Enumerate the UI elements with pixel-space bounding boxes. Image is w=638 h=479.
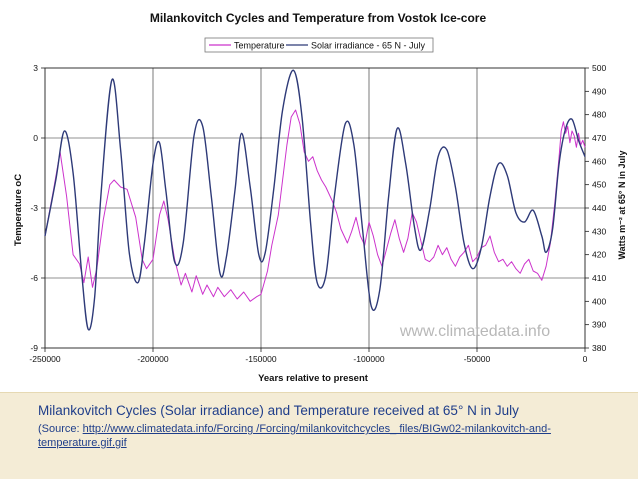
caption-source-prefix: (Source:: [38, 423, 83, 435]
y-right-tick-label: 450: [592, 180, 606, 190]
y-right-tick-label: 440: [592, 203, 606, 213]
legend-label-solar: Solar irradiance - 65 N - July: [311, 41, 426, 51]
y-right-tick-label: 490: [592, 86, 606, 96]
x-tick-label: -200000: [137, 354, 168, 364]
y-right-tick-label: 430: [592, 226, 606, 236]
series-solar-irradiance-line: [44, 69, 586, 331]
y-right-tick-label: 380: [592, 343, 606, 353]
legend-label-temperature: Temperature: [234, 41, 285, 51]
x-tick-label: -50000: [464, 354, 491, 364]
y-right-tick-label: 400: [592, 296, 606, 306]
y-right-tick-label: 460: [592, 156, 606, 166]
y-right-tick-label: 480: [592, 110, 606, 120]
y-right-tick-label: 410: [592, 273, 606, 283]
y-right-tick-label: 470: [592, 133, 606, 143]
y-right-tick-label: 420: [592, 250, 606, 260]
x-tick-label: -250000: [29, 354, 60, 364]
legend-box: [204, 37, 434, 53]
source-link[interactable]: http://www.climatedata.info/Forcing /For…: [38, 423, 551, 449]
x-tick-label: 0: [583, 354, 588, 364]
y-right-tick-label: 390: [592, 320, 606, 330]
y-left-tick-label: -3: [30, 203, 38, 213]
y-left-tick-label: 0: [33, 133, 38, 143]
caption-band: [0, 392, 638, 479]
x-tick-label: -100000: [353, 354, 384, 364]
watermark: www.climatedata.info: [399, 323, 550, 340]
plot-area: -250000 -200000 -150000 -100000 -50000 0 -9 -6 -…: [29, 63, 606, 364]
y-axis-left-label: Temperature oC: [13, 174, 24, 246]
y-left-tick-label: -9: [30, 343, 38, 353]
chart: Milankovitch Cycles and Temperature from…: [13, 11, 627, 384]
y-right-tick-label: 500: [592, 63, 606, 73]
x-tick-label: -150000: [245, 354, 276, 364]
y-left-tick-label: 3: [33, 63, 38, 73]
y-axis-right-label: Watts m⁻² at 65° N in July: [617, 150, 627, 259]
chart-title: Milankovitch Cycles and Temperature from…: [150, 11, 487, 25]
series-temperature-line: [44, 109, 586, 302]
x-axis-label: Years relative to present: [258, 373, 369, 384]
legend: Temperature Solar irradiance - 65 N - Ju…: [204, 37, 434, 53]
caption-title: Milankovitch Cycles (Solar irradiance) a…: [38, 403, 519, 418]
caption-source: (Source: http://www.climatedata.info/For…: [38, 422, 628, 450]
y-left-tick-label: -6: [30, 273, 38, 283]
